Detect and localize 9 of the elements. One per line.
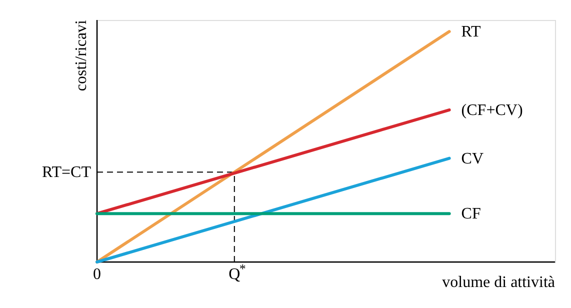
annotation: Q* [228, 261, 246, 283]
y-axis-title: costi/ricavi [73, 19, 90, 92]
text: 0 [93, 266, 101, 283]
series-label: CV [461, 150, 484, 168]
ref-line-label: RT=CT [42, 164, 92, 182]
series-label: (CF+CV) [461, 102, 523, 119]
x-axis-title: volume di attività [442, 274, 555, 291]
series-label: CF [461, 206, 481, 223]
series-label: RT [461, 24, 482, 41]
